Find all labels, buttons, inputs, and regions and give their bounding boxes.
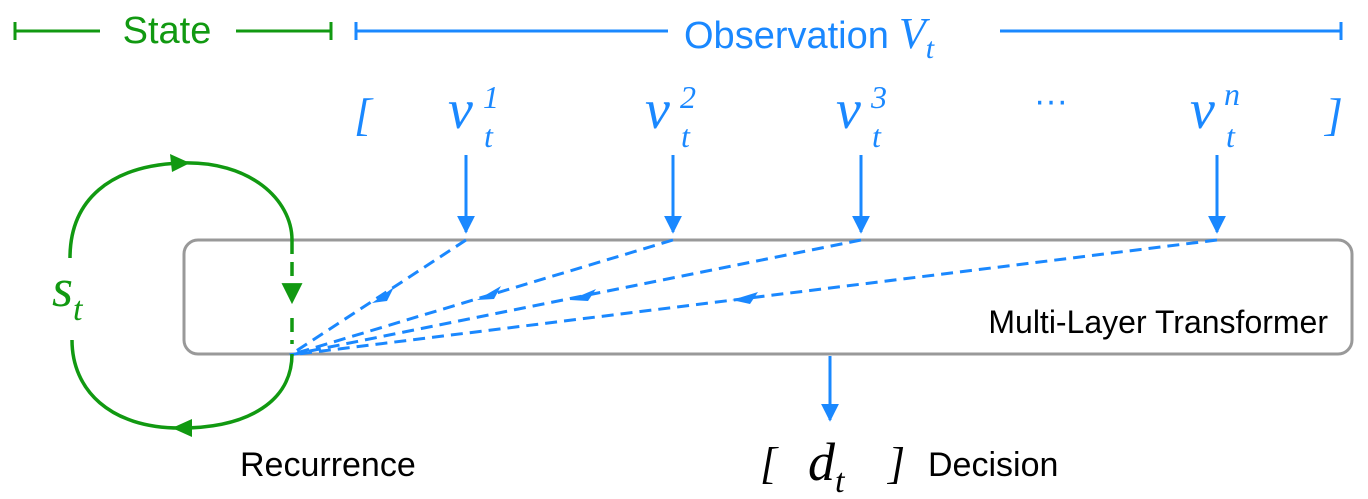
observation-label: Observation xyxy=(684,15,889,57)
observation-token-2: v 2 t xyxy=(645,79,696,154)
attention-arrowheads xyxy=(372,286,758,304)
observation-subscript: t xyxy=(926,32,935,65)
input-arrows xyxy=(457,155,1226,234)
attention-arrowhead-1 xyxy=(372,287,394,303)
attention-arrowhead-n xyxy=(732,292,758,304)
token-sup: 3 xyxy=(870,79,887,115)
observation-token-n: v n t xyxy=(1190,76,1240,154)
observation-token-1: v 1 t xyxy=(448,79,499,154)
decision-open-bracket: [ xyxy=(760,439,779,488)
state-label: State xyxy=(123,10,212,52)
recurrence-arrowhead-top xyxy=(170,154,190,172)
token-sup: 2 xyxy=(680,79,696,115)
observation-span xyxy=(354,22,1343,40)
token-sub: t xyxy=(681,118,691,154)
state-symbol-base: s xyxy=(52,258,73,318)
recurrence-arrowhead-bottom xyxy=(172,419,192,437)
token-base: v xyxy=(836,79,861,141)
observation-symbol: V xyxy=(899,9,931,58)
observation-title: Observation Vt xyxy=(684,9,935,65)
transformer-label: Multi-Layer Transformer xyxy=(988,304,1328,340)
attention-arrowhead-2 xyxy=(477,286,501,300)
state-span xyxy=(13,22,333,40)
recurrence-loop xyxy=(68,161,303,430)
attention-line-3 xyxy=(289,238,862,357)
token-sub: t xyxy=(872,118,882,154)
observations-close-bracket: ] xyxy=(1323,89,1343,140)
recurrence-upper-arc xyxy=(68,161,294,259)
decision-label: Decision xyxy=(928,446,1058,484)
token-base: v xyxy=(448,79,473,141)
token-base: v xyxy=(645,79,670,141)
token-sub: t xyxy=(1226,118,1236,154)
attention-line-1 xyxy=(289,238,467,357)
recurrence-label: Recurrence xyxy=(240,446,416,484)
observation-token-3: v 3 t xyxy=(836,79,887,154)
transformer-box xyxy=(182,238,1354,356)
decision-symbol: dt xyxy=(808,432,846,499)
token-sup: 1 xyxy=(483,79,499,115)
token-base: v xyxy=(1190,79,1215,141)
attention-arrowhead-3 xyxy=(570,289,596,301)
observations-ellipsis: ··· xyxy=(1034,82,1068,120)
state-symbol: st xyxy=(52,258,84,328)
observations-open-bracket: [ xyxy=(354,89,374,140)
recurrence-arrowheads xyxy=(170,154,192,437)
state-symbol-subscript: t xyxy=(73,291,84,328)
decision-symbol-subscript: t xyxy=(835,463,846,499)
decision-symbol-base: d xyxy=(808,432,836,492)
decision-close-bracket: ] xyxy=(886,439,905,488)
token-sub: t xyxy=(484,118,494,154)
token-sup: n xyxy=(1224,76,1240,112)
